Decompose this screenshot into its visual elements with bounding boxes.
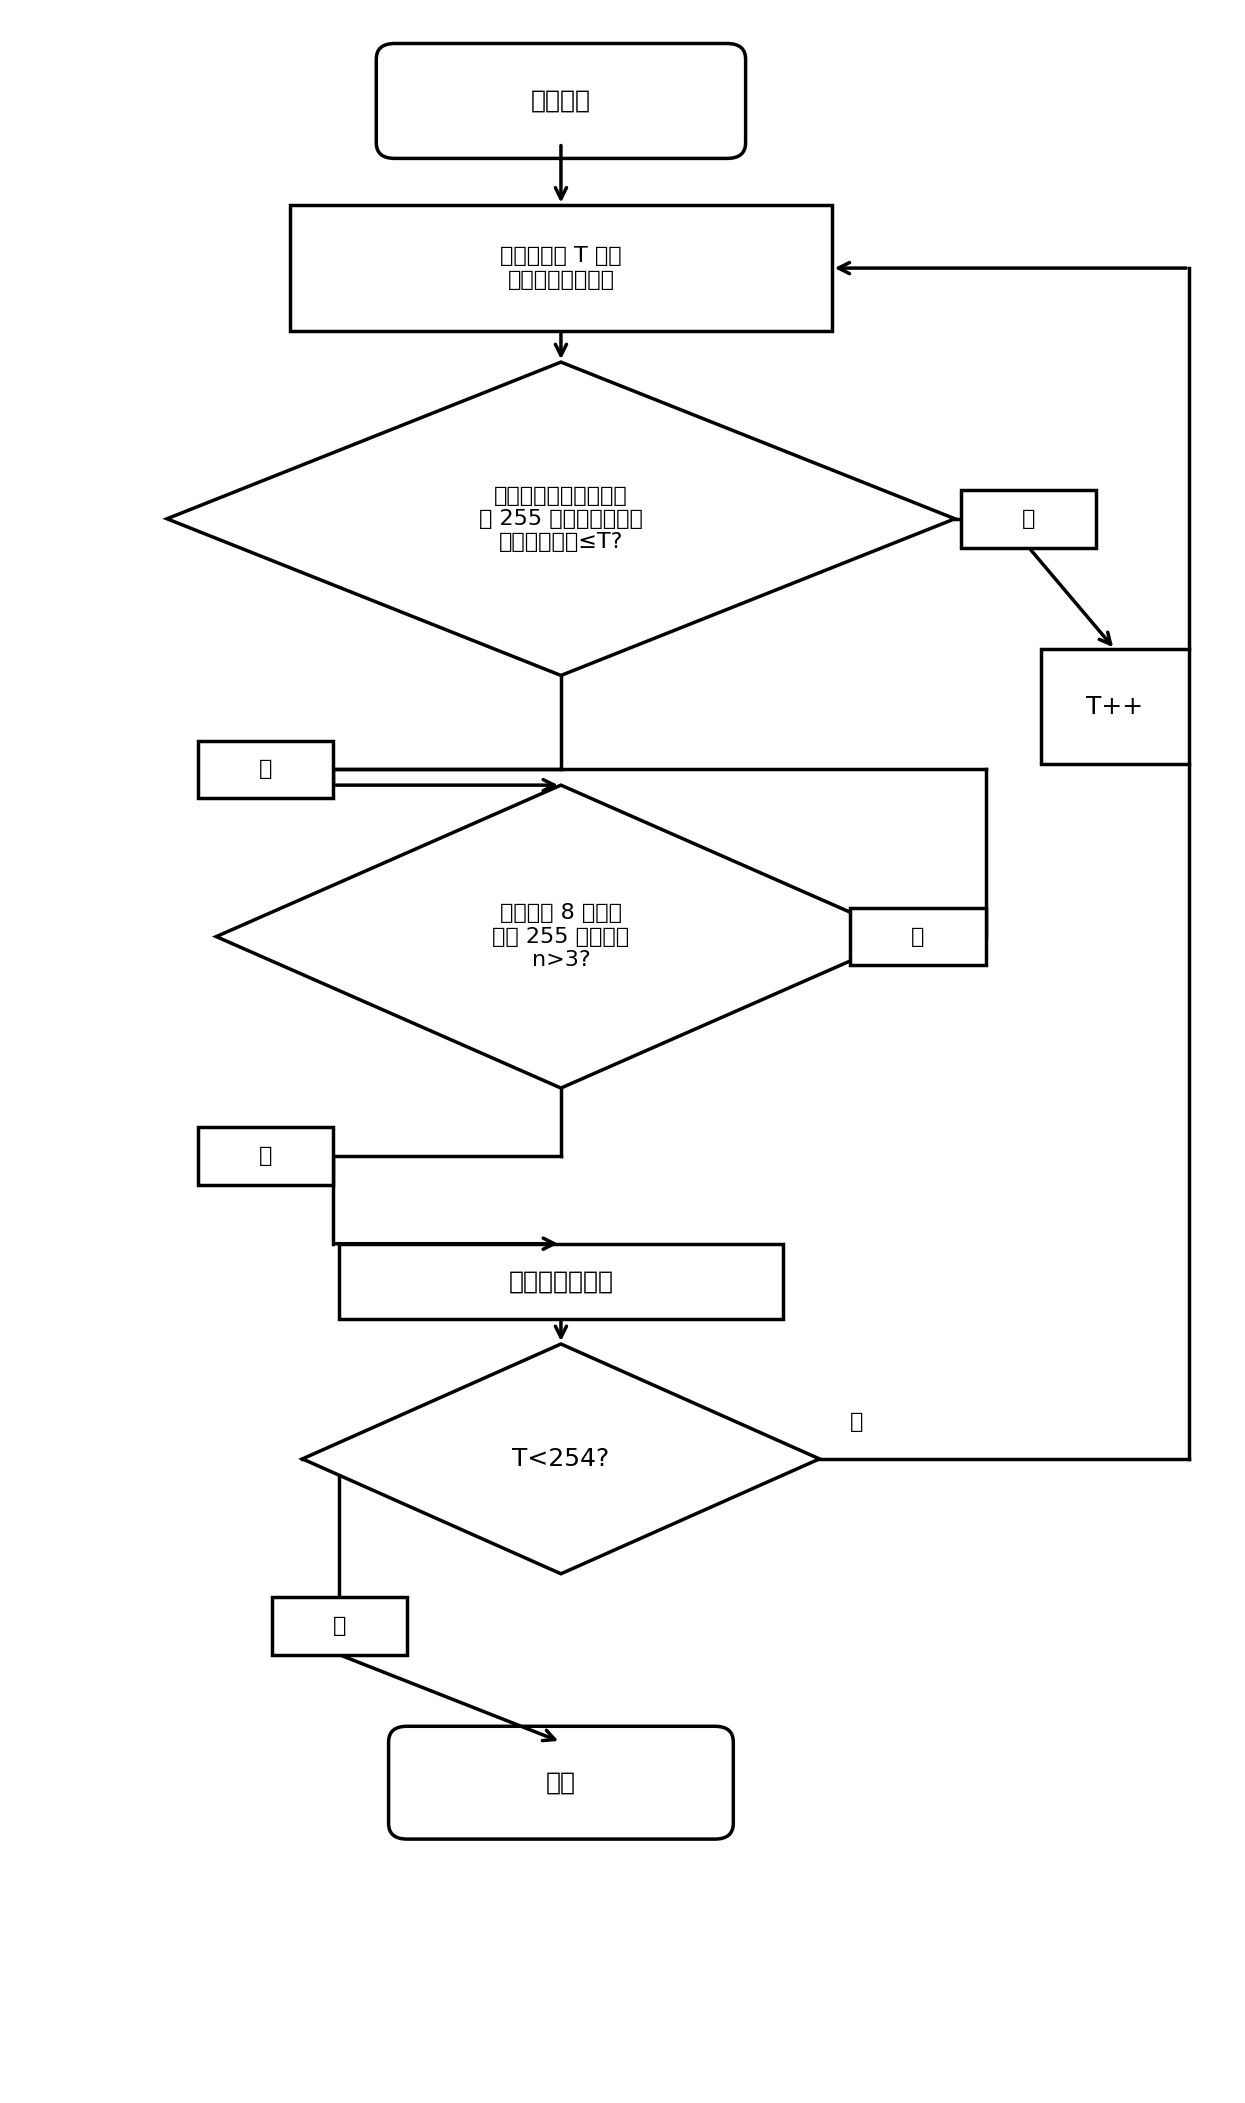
Text: T++: T++ xyxy=(1087,694,1143,719)
Bar xyxy=(340,1243,783,1319)
Bar xyxy=(271,1598,407,1655)
Text: 输入图像: 输入图像 xyxy=(530,88,591,114)
Bar xyxy=(850,908,986,965)
Text: T<254?: T<254? xyxy=(513,1447,610,1470)
Text: 当前像素 8 邻域中
小于 255 的像素数
n>3?: 当前像素 8 邻域中 小于 255 的像素数 n>3? xyxy=(492,904,630,969)
Text: 是: 是 xyxy=(259,759,273,780)
Text: 设初始阈值 T 为极
限腐蚀的最终阈值: 设初始阈值 T 为极 限腐蚀的最终阈值 xyxy=(500,246,621,290)
Text: 赋值为原始灰度: 赋值为原始灰度 xyxy=(508,1270,614,1293)
Bar xyxy=(290,206,832,330)
Text: 判断图像中是否有灰度
为 255 的像素点在原始
图像中灰度值≤T?: 判断图像中是否有灰度 为 255 的像素点在原始 图像中灰度值≤T? xyxy=(479,486,642,551)
Text: 是: 是 xyxy=(850,1413,864,1432)
Text: 否: 否 xyxy=(1022,509,1036,528)
Bar xyxy=(198,1127,334,1184)
FancyBboxPatch shape xyxy=(388,1727,733,1840)
Polygon shape xyxy=(303,1344,819,1573)
Bar xyxy=(961,490,1097,547)
Text: 是: 是 xyxy=(259,1146,273,1165)
FancyBboxPatch shape xyxy=(376,44,746,158)
Bar xyxy=(198,740,334,799)
Polygon shape xyxy=(167,362,955,675)
Text: 否: 否 xyxy=(911,927,925,946)
Bar xyxy=(1041,650,1189,763)
Text: 停止: 停止 xyxy=(547,1771,576,1794)
Polygon shape xyxy=(217,784,905,1087)
Text: 否: 否 xyxy=(332,1615,346,1636)
